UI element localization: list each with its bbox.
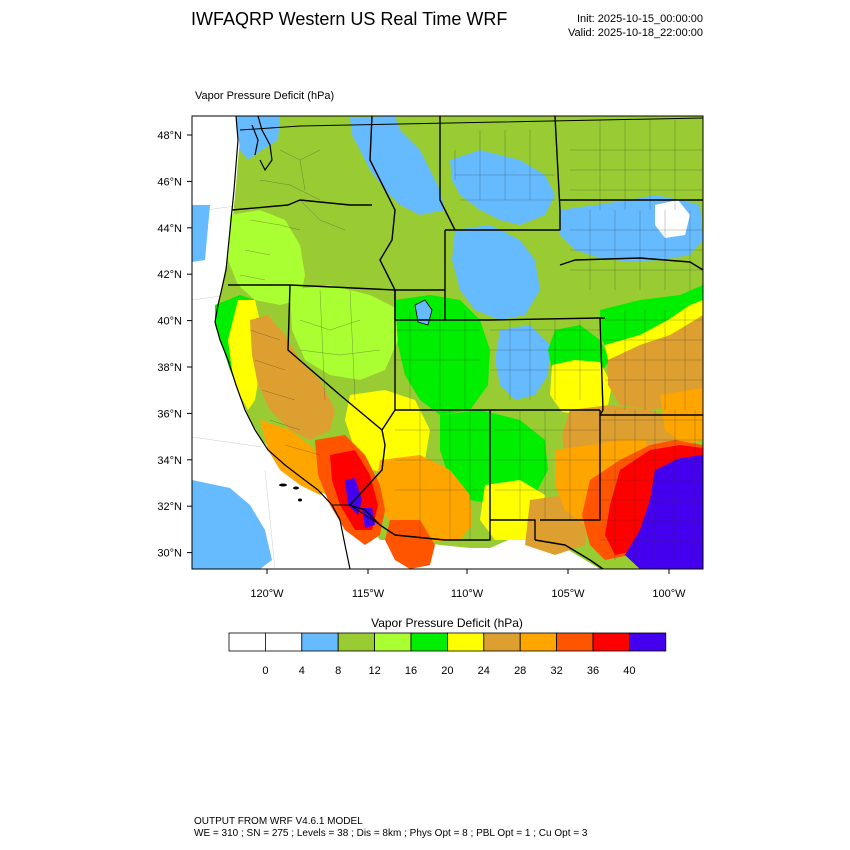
colorbar-label: 32 bbox=[550, 665, 562, 677]
lat-label: 38°N bbox=[157, 362, 182, 374]
colorbar-label: 4 bbox=[299, 665, 305, 677]
lat-label: 44°N bbox=[157, 223, 182, 235]
init-time: Init: 2025-10-15_00:00:00 bbox=[577, 13, 703, 25]
vpd-20-24-regions bbox=[228, 300, 703, 540]
colorbar bbox=[228, 632, 667, 652]
lat-label: 36°N bbox=[157, 408, 182, 420]
lon-label: 120°W bbox=[250, 588, 284, 600]
lat-label: 30°N bbox=[157, 548, 182, 560]
map-area bbox=[192, 116, 703, 569]
lon-axis: 120°W 115°W 110°W 105°W 100°W bbox=[250, 569, 686, 600]
colorbar-swatch bbox=[446, 632, 485, 652]
colorbar-swatch bbox=[483, 632, 521, 652]
lon-label: 115°W bbox=[352, 588, 385, 600]
colorbar-label: 20 bbox=[441, 665, 453, 677]
colorbar-swatch bbox=[374, 632, 412, 652]
international-border bbox=[239, 117, 703, 541]
lat-label: 40°N bbox=[157, 316, 182, 328]
lat-label: 46°N bbox=[157, 176, 182, 188]
lon-label: 100°W bbox=[652, 588, 686, 600]
colorbar-swatch bbox=[264, 632, 303, 652]
lat-label: 34°N bbox=[157, 455, 182, 467]
colorbar-label: 8 bbox=[335, 665, 341, 677]
valid-time: Valid: 2025-10-18_22:00:00 bbox=[568, 27, 703, 39]
colorbar-swatch bbox=[519, 632, 558, 652]
colorbar-label: 28 bbox=[514, 665, 526, 677]
colorbar-swatch bbox=[592, 632, 630, 652]
lat-axis: 48°N 46°N 44°N 42°N 40°N 38°N 36°N 34°N 32°N 30°N bbox=[157, 130, 192, 560]
chart-title: IWFAQRP Western US Real Time WRF bbox=[191, 9, 508, 29]
lon-label: 105°W bbox=[551, 588, 585, 600]
colorbar-label: 12 bbox=[368, 665, 380, 677]
colorbar-swatch bbox=[301, 632, 339, 652]
vpd-12-20-regions bbox=[215, 210, 703, 505]
lat-label: 32°N bbox=[157, 501, 182, 513]
colorbar-swatch bbox=[337, 632, 376, 652]
coastline bbox=[214, 116, 351, 569]
colorbar-label: 36 bbox=[587, 665, 599, 677]
model-info-line-1: OUTPUT FROM WRF V4.6.1 MODEL bbox=[194, 816, 363, 827]
great-salt-lake bbox=[414, 299, 433, 326]
vpd-0-4-region bbox=[655, 200, 690, 238]
colorbar-label: 0 bbox=[262, 665, 268, 677]
channel-islands bbox=[279, 483, 302, 502]
puget-sound bbox=[251, 116, 273, 172]
colorbar-label: 40 bbox=[623, 665, 635, 677]
vpd-40-plus-regions bbox=[345, 455, 703, 569]
lat-label: 48°N bbox=[157, 130, 182, 142]
county-lines bbox=[239, 120, 703, 560]
colorbar-swatch bbox=[556, 632, 594, 652]
model-info: OUTPUT FROM WRF V4.6.1 MODEL WE = 310 ; … bbox=[194, 816, 587, 840]
colorbar-label: 16 bbox=[405, 665, 417, 677]
colorbar-swatch bbox=[410, 632, 448, 652]
colorbar-labels: 0 4 8 12 16 20 24 28 32 36 40 bbox=[262, 665, 635, 677]
colorbar-swatch bbox=[629, 632, 667, 652]
colorbar-label: 24 bbox=[478, 665, 490, 677]
colorbar-swatch bbox=[228, 632, 266, 652]
lat-label: 42°N bbox=[157, 269, 182, 281]
field-title: Vapor Pressure Deficit (hPa) bbox=[195, 90, 335, 102]
colorbar-title: Vapor Pressure Deficit (hPa) bbox=[371, 616, 523, 630]
map-frame bbox=[191, 115, 704, 570]
lon-label: 110°W bbox=[451, 588, 484, 600]
model-info-line-2: WE = 310 ; SN = 275 ; Levels = 38 ; Dis … bbox=[194, 828, 588, 839]
